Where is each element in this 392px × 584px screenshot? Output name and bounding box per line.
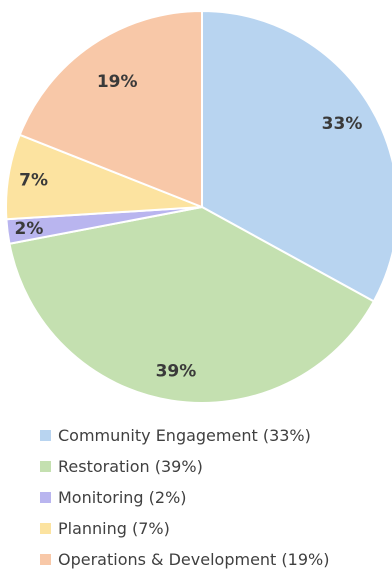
pie-slice — [201, 10, 392, 303]
legend-item: Community Engagement (33%) — [40, 420, 329, 451]
pie-slices — [5, 10, 392, 404]
pie-chart: 33% 39% 2% 7% 19% — [5, 10, 392, 404]
legend-item: Monitoring (2%) — [40, 482, 329, 513]
legend-label: Monitoring (2%) — [58, 488, 187, 507]
legend-swatch — [40, 430, 51, 441]
legend-swatch — [40, 554, 51, 565]
legend-item: Planning (7%) — [40, 513, 329, 544]
legend-swatch — [40, 523, 51, 534]
legend-label: Community Engagement (33%) — [58, 426, 311, 445]
chart-legend: Community Engagement (33%) Restoration (3… — [40, 420, 329, 575]
slice-value-label: 7% — [19, 170, 48, 190]
slice-value-label: 33% — [322, 114, 363, 134]
slice-value-label: 39% — [156, 362, 197, 382]
slice-value-label: 19% — [97, 72, 138, 92]
legend-item: Restoration (39%) — [40, 451, 329, 482]
pie-value-labels: 33% 39% 2% 7% 19% — [15, 72, 363, 381]
slice-value-label: 2% — [15, 219, 44, 239]
legend-label: Planning (7%) — [58, 519, 170, 538]
legend-label: Restoration (39%) — [58, 457, 203, 476]
legend-label: Operations & Development (19%) — [58, 550, 330, 569]
legend-item: Operations & Development (19%) — [40, 544, 329, 575]
pie-slice — [18, 10, 203, 208]
pie-slice — [8, 206, 375, 404]
legend-swatch — [40, 492, 51, 503]
legend-swatch — [40, 461, 51, 472]
